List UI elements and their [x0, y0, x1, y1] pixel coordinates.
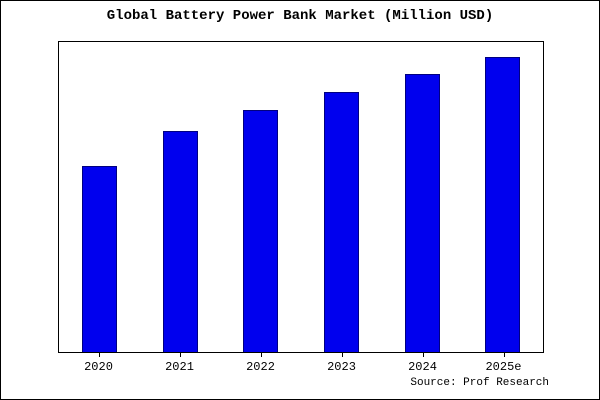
- bar-2025e: [485, 56, 521, 352]
- source-credit: Source: Prof Research: [410, 377, 549, 389]
- x-tick-label: 2024: [408, 360, 437, 374]
- tick-mark: [179, 353, 181, 357]
- plot-area: [58, 41, 544, 353]
- tick-mark: [422, 353, 424, 357]
- bar-2022: [243, 109, 279, 352]
- x-axis-labels: 2020 2021 2022 2023 2024 2025e: [58, 353, 544, 374]
- x-tick-2025e: 2025e: [463, 353, 544, 374]
- x-tick-2022: 2022: [220, 353, 301, 374]
- x-tick-label: 2022: [246, 360, 275, 374]
- bar-slot: [140, 42, 221, 352]
- bar-2024: [404, 74, 440, 352]
- x-tick-label: 2020: [84, 360, 113, 374]
- tick-mark: [341, 353, 343, 357]
- chart-title: Global Battery Power Bank Market (Millio…: [106, 8, 494, 24]
- tick-mark: [260, 353, 262, 357]
- bar-2023: [323, 92, 359, 352]
- bar-slot: [382, 42, 463, 352]
- x-tick-2021: 2021: [139, 353, 220, 374]
- bar-slot: [220, 42, 301, 352]
- bar-slot: [59, 42, 140, 352]
- tick-mark: [98, 353, 100, 357]
- bar-2021: [162, 130, 198, 352]
- x-tick-2020: 2020: [58, 353, 139, 374]
- x-tick-label: 2023: [327, 360, 356, 374]
- x-tick-2024: 2024: [382, 353, 463, 374]
- bar-slot: [462, 42, 543, 352]
- bars-container: [59, 42, 543, 352]
- bar-2020: [81, 166, 117, 352]
- x-tick-label: 2021: [165, 360, 194, 374]
- x-tick-label: 2025e: [485, 360, 522, 374]
- tick-mark: [503, 353, 505, 357]
- x-tick-2023: 2023: [301, 353, 382, 374]
- bar-slot: [301, 42, 382, 352]
